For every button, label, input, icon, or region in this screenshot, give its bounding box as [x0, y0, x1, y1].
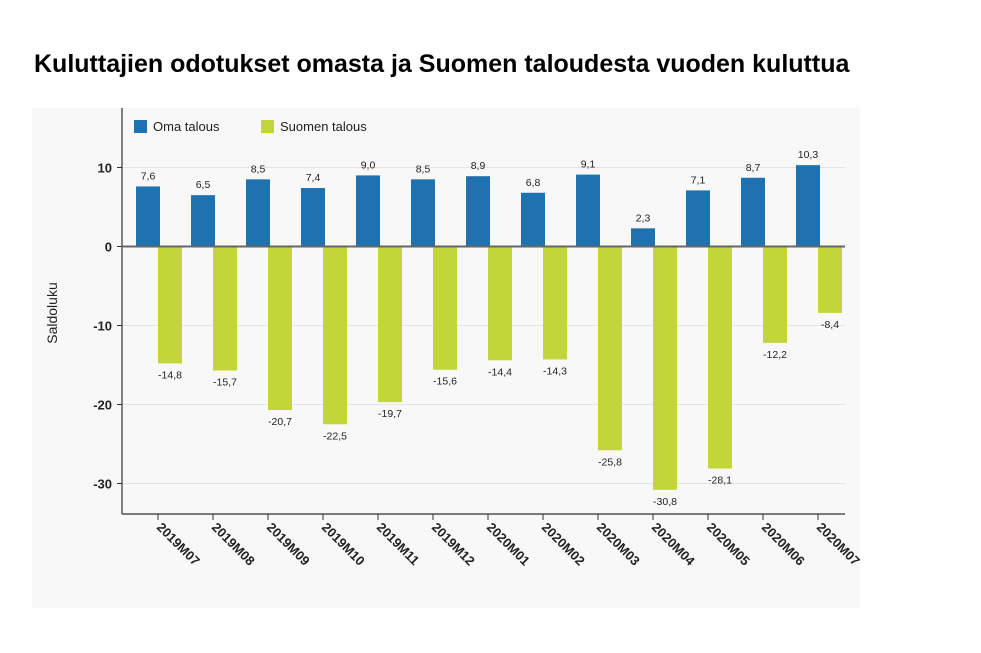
bar-oma-talous [411, 179, 435, 247]
legend-swatch-oma-talous [134, 120, 147, 133]
bar-suomen-talous [213, 246, 237, 371]
bar-suomen-talous [708, 246, 732, 469]
data-label-suomen-talous: -28,1 [708, 474, 732, 486]
data-label-suomen-talous: -15,7 [213, 377, 237, 389]
y-tick-label: 0 [105, 240, 112, 255]
data-label-oma-talous: 9,1 [581, 159, 596, 171]
data-label-oma-talous: 8,5 [251, 163, 266, 175]
bar-suomen-talous [598, 246, 622, 451]
legend-label-oma-talous: Oma talous [153, 119, 220, 134]
data-label-suomen-talous: -15,6 [433, 376, 457, 388]
data-label-suomen-talous: -30,8 [653, 496, 677, 508]
data-labels: 7,6 -14,8 6,5 -15,7 8,5 -20,7 7,4 -22,5 9,0 -19,7… [141, 149, 840, 508]
bars [136, 165, 842, 490]
bar-suomen-talous [158, 246, 182, 364]
bar-oma-talous [246, 179, 270, 247]
data-label-oma-talous: 7,1 [691, 174, 706, 186]
data-label-oma-talous: 7,4 [306, 172, 321, 184]
data-label-suomen-talous: -14,3 [543, 365, 567, 377]
y-axis-label: Saldoluku [44, 282, 60, 344]
bar-suomen-talous [433, 246, 457, 370]
bar-oma-talous [631, 228, 655, 247]
y-tick-label: -10 [93, 319, 112, 334]
data-label-oma-talous: 6,8 [526, 177, 541, 189]
data-label-oma-talous: 9,0 [361, 159, 376, 171]
chart-title: Kuluttajien odotukset omasta ja Suomen t… [34, 50, 850, 78]
bar-oma-talous [741, 177, 765, 247]
data-label-suomen-talous: -12,2 [763, 349, 787, 361]
legend-label-suomen-talous: Suomen talous [280, 119, 367, 134]
bar-suomen-talous [378, 246, 402, 403]
bar-suomen-talous [653, 246, 677, 490]
data-label-oma-talous: 2,3 [636, 212, 651, 224]
data-label-suomen-talous: -25,8 [598, 456, 622, 468]
data-label-oma-talous: 8,9 [471, 160, 486, 172]
data-label-suomen-talous: -14,8 [158, 369, 182, 381]
bar-suomen-talous [818, 246, 842, 313]
bar-suomen-talous [543, 246, 567, 360]
data-label-suomen-talous: -22,5 [323, 430, 347, 442]
legend: Oma talous Suomen talous [134, 119, 367, 134]
bar-suomen-talous [323, 246, 347, 425]
legend-swatch-suomen-talous [261, 120, 274, 133]
data-label-oma-talous: 7,6 [141, 170, 156, 182]
data-label-oma-talous: 6,5 [196, 179, 211, 191]
y-tick-label: -20 [93, 398, 112, 413]
y-tick-label: 10 [98, 161, 112, 176]
bar-oma-talous [301, 188, 325, 247]
data-label-suomen-talous: -19,7 [378, 408, 402, 420]
data-label-suomen-talous: -14,4 [488, 366, 512, 378]
data-label-suomen-talous: -8,4 [821, 319, 839, 331]
bar-oma-talous [466, 176, 490, 247]
bar-oma-talous [796, 165, 820, 247]
y-tick-label: -30 [93, 477, 112, 492]
bar-oma-talous [576, 174, 600, 247]
data-label-oma-talous: 8,7 [746, 162, 761, 174]
bar-oma-talous [521, 192, 545, 247]
bar-oma-talous [686, 190, 710, 247]
bar-suomen-talous [488, 246, 512, 361]
data-label-suomen-talous: -20,7 [268, 416, 292, 428]
data-label-oma-talous: 8,5 [416, 163, 431, 175]
bar-suomen-talous [763, 246, 787, 343]
bar-oma-talous [136, 186, 160, 247]
bar-oma-talous [356, 175, 380, 247]
bar-oma-talous [191, 195, 215, 247]
data-label-oma-talous: 10,3 [798, 149, 819, 161]
bar-suomen-talous [268, 246, 292, 411]
